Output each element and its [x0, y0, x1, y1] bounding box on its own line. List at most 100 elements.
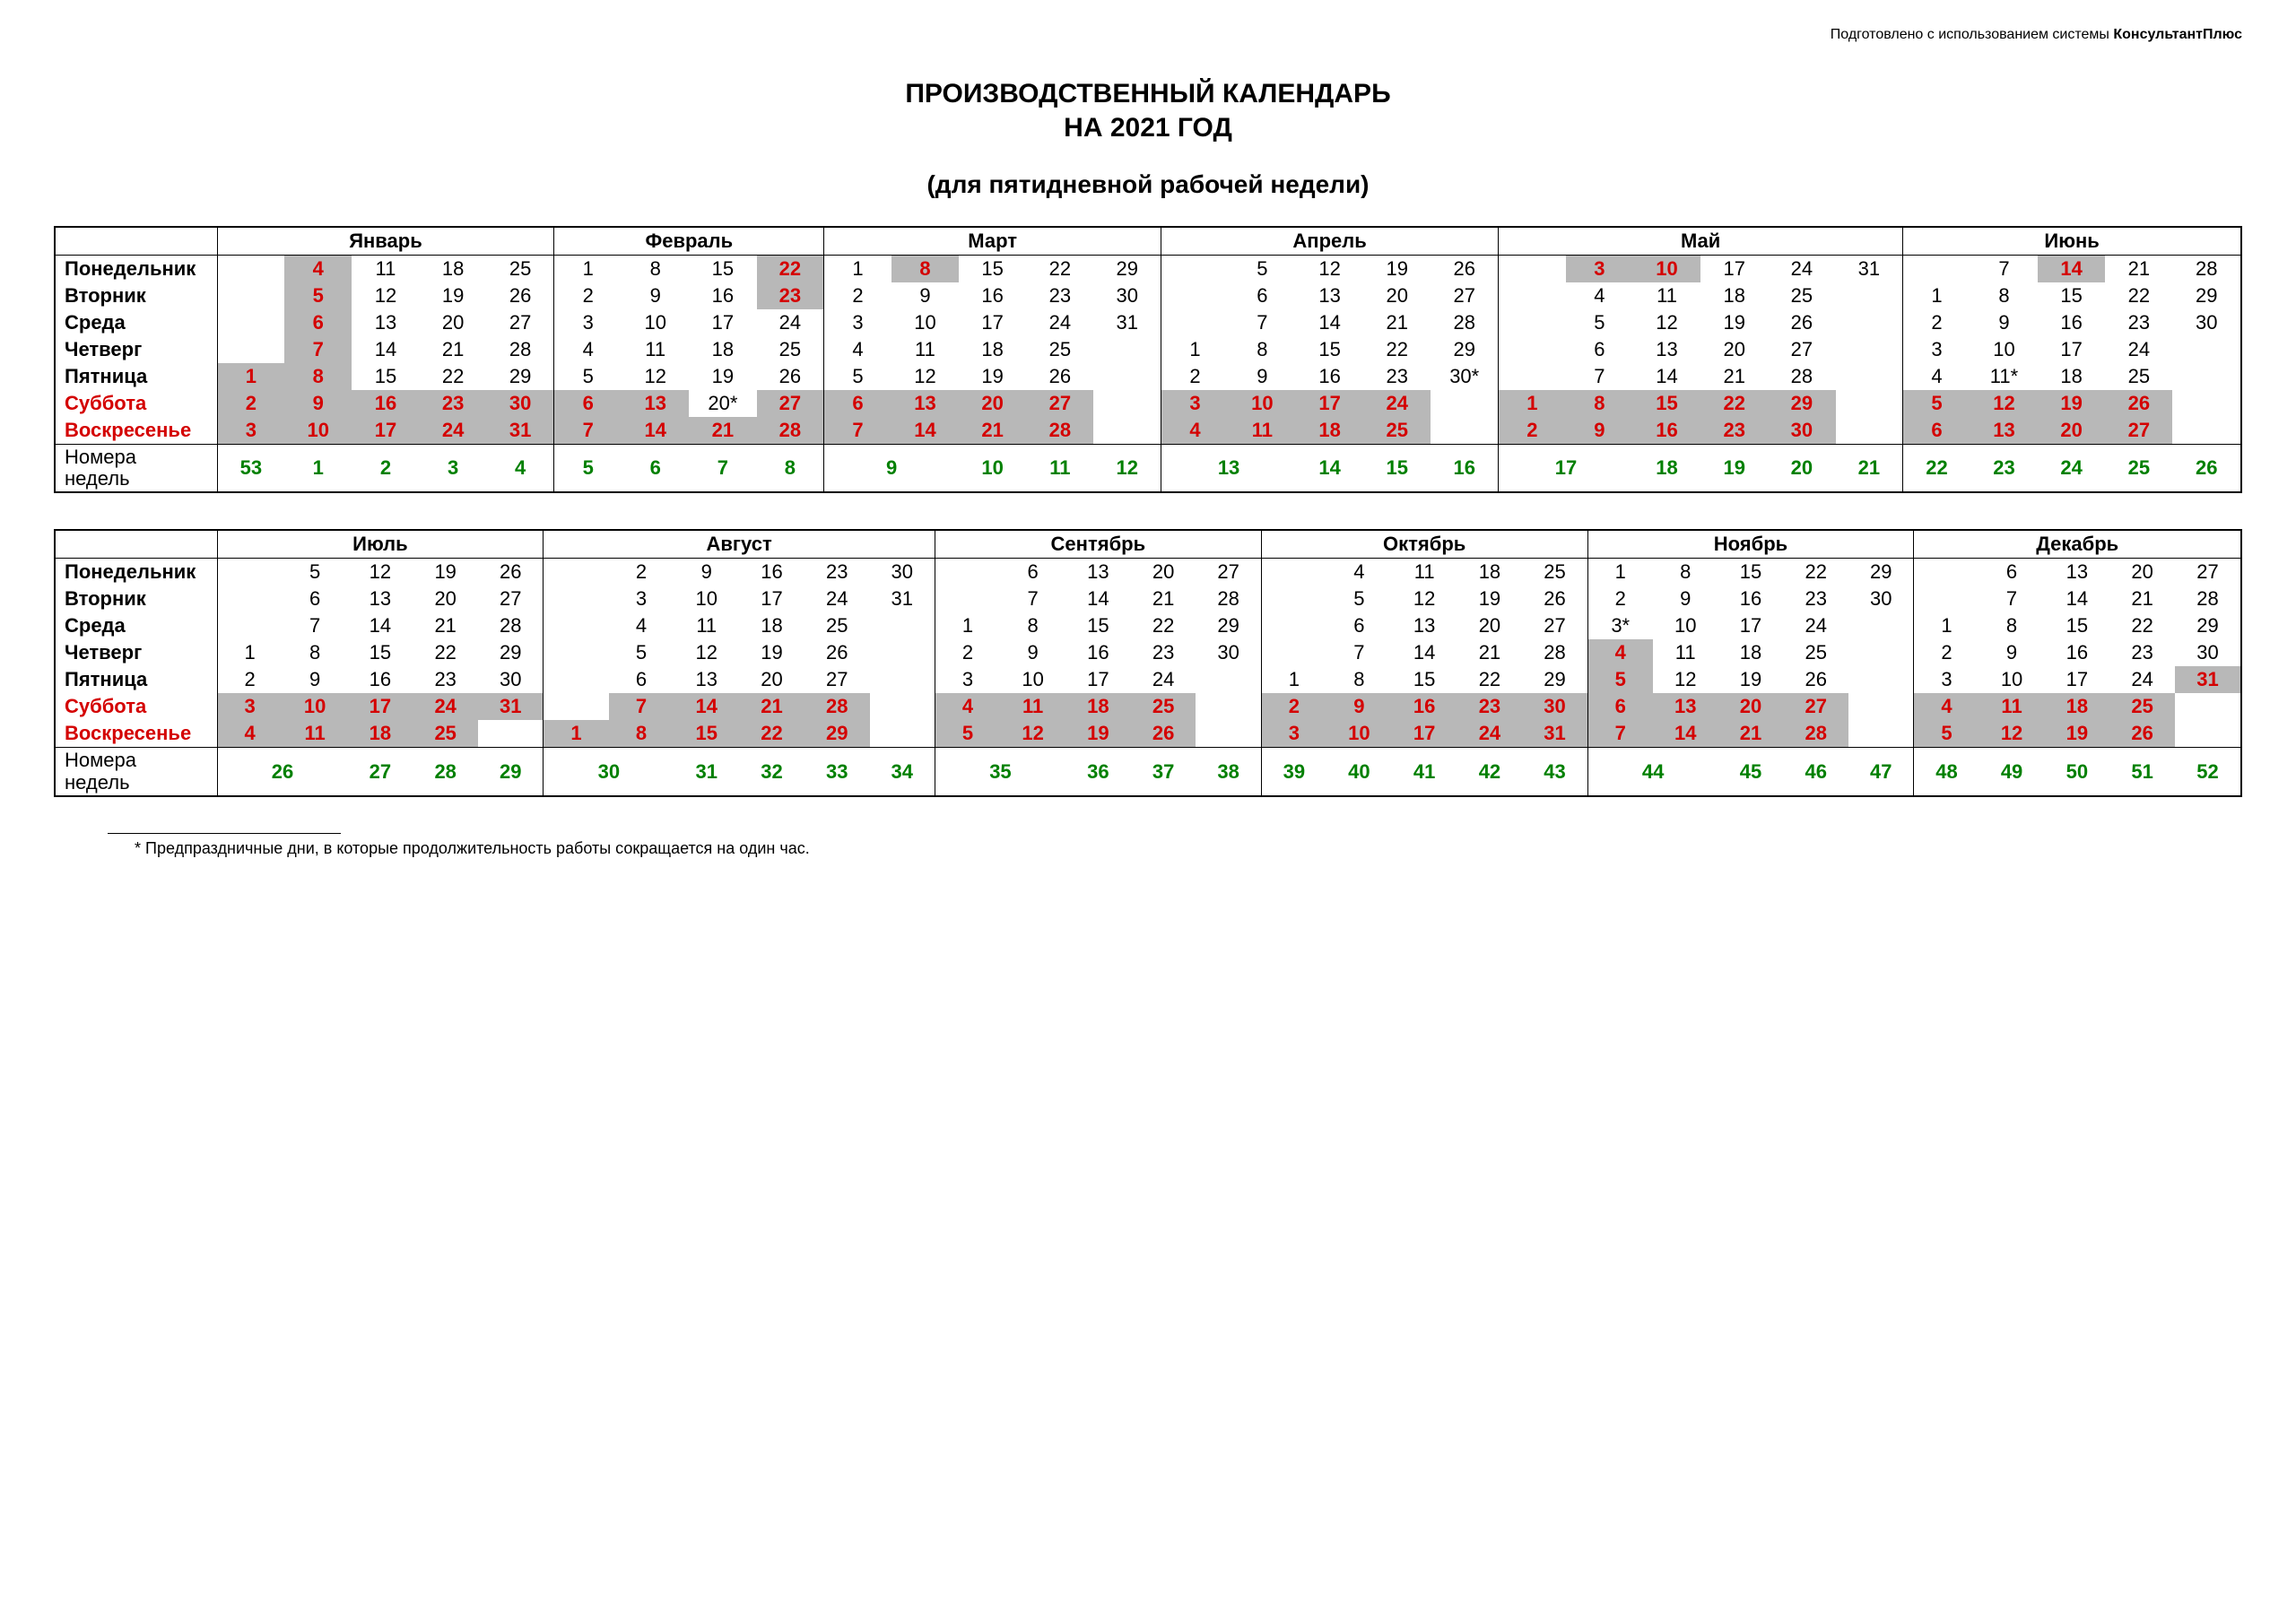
calendar-day-cell: 3	[1566, 256, 1633, 283]
calendar-day-cell: 18	[2038, 363, 2105, 390]
weeknum-cell: 48	[1914, 748, 1979, 795]
calendar-day-cell: 18	[2044, 693, 2109, 720]
calendar-day-cell: 6	[284, 309, 352, 336]
calendar-day-cell: 21	[1131, 585, 1196, 612]
calendar-day-cell: 12	[1979, 720, 2045, 748]
calendar-day-cell: 2	[217, 666, 283, 693]
calendar-day-cell: 12	[1392, 585, 1457, 612]
calendar-day-cell	[1836, 282, 1903, 309]
calendar-day-cell: 21	[1363, 309, 1431, 336]
calendar-day-cell: 24	[1783, 612, 1848, 639]
calendar-day-cell: 12	[352, 282, 419, 309]
calendar-day-cell	[1161, 256, 1229, 283]
calendar-day-cell: 25	[1026, 336, 1093, 363]
calendar-day-cell: 16	[348, 666, 413, 693]
calendar-day-cell: 1	[1261, 666, 1326, 693]
weeknum-cell: 35	[935, 748, 1065, 795]
calendar-day-cell: 2	[217, 390, 284, 417]
calendar-day-cell: 25	[1131, 693, 1196, 720]
calendar-day-cell: 1	[1914, 612, 1979, 639]
calendar-day-cell: 16	[739, 559, 804, 586]
calendar-day-cell: 5	[554, 363, 622, 390]
calendar-day-cell	[1196, 666, 1261, 693]
calendar-day-cell: 7	[1587, 720, 1653, 748]
weeknum-cell: 24	[2038, 445, 2105, 492]
calendar-day-cell	[1499, 282, 1566, 309]
calendar-day-cell: 25	[804, 612, 870, 639]
calendar-day-cell: 20	[2109, 559, 2175, 586]
calendar-day-cell: 14	[622, 417, 689, 445]
weeknum-cell: 37	[1131, 748, 1196, 795]
calendar-day-cell	[1499, 309, 1566, 336]
calendar-day-cell: 8	[1979, 612, 2045, 639]
calendar-day-cell: 18	[348, 720, 413, 748]
weeknum-cell: 10	[959, 445, 1026, 492]
calendar-day-cell: 28	[1522, 639, 1587, 666]
calendar-day-cell	[1093, 336, 1161, 363]
weeknum-cell: 23	[1970, 445, 2038, 492]
weeknum-cell: 29	[478, 748, 544, 795]
day-label: Пятница	[56, 666, 217, 693]
calendar-day-cell: 6	[1326, 612, 1392, 639]
calendar-day-cell: 10	[674, 585, 739, 612]
calendar-day-cell: 5	[1229, 256, 1296, 283]
calendar-day-cell: 28	[487, 336, 554, 363]
calendar-day-cell: 12	[1000, 720, 1065, 748]
calendar-day-cell: 18	[420, 256, 487, 283]
month-header: Декабрь	[1914, 531, 2240, 559]
calendar-day-cell: 18	[1457, 559, 1523, 586]
subtitle: (для пятидневной рабочей недели)	[54, 170, 2242, 199]
weeknum-cell: 26	[2172, 445, 2240, 492]
weeknum-cell: 12	[1093, 445, 1161, 492]
calendar-day-cell	[870, 693, 935, 720]
calendar-day-cell: 16	[1718, 585, 1784, 612]
calendar-day-cell: 19	[420, 282, 487, 309]
weeknum-cell: 20	[1768, 445, 1835, 492]
calendar-day-cell	[217, 282, 284, 309]
month-header: Апрель	[1161, 228, 1499, 256]
day-label: Вторник	[56, 282, 217, 309]
calendar-day-cell	[544, 612, 609, 639]
calendar-day-cell: 13	[1296, 282, 1363, 309]
month-header: Август	[544, 531, 935, 559]
calendar-day-cell: 27	[1768, 336, 1835, 363]
calendar-day-cell: 30	[2175, 639, 2240, 666]
weeknum-cell: 26	[217, 748, 348, 795]
calendar-day-cell: 27	[2175, 559, 2240, 586]
calendar-day-cell: 15	[1296, 336, 1363, 363]
calendar-day-cell: 6	[824, 390, 891, 417]
calendar-day-cell: 1	[544, 720, 609, 748]
calendar-day-cell: 8	[1566, 390, 1633, 417]
calendar-day-cell: 23	[1363, 363, 1431, 390]
calendar-day-cell: 1	[1587, 559, 1653, 586]
calendar-day-cell: 28	[1783, 720, 1848, 748]
calendar-day-cell: 6	[1587, 693, 1653, 720]
weeknum-label: Номеранедель	[56, 748, 217, 795]
weeknum-cell: 2	[352, 445, 419, 492]
calendar-day-cell: 7	[824, 417, 891, 445]
weeknum-cell: 34	[870, 748, 935, 795]
month-header: Июнь	[1903, 228, 2240, 256]
calendar-day-cell: 11	[1229, 417, 1296, 445]
day-label: Воскресенье	[56, 720, 217, 748]
calendar-day-cell	[1431, 390, 1498, 417]
calendar-day-cell: 9	[891, 282, 959, 309]
calendar-day-cell: 24	[757, 309, 824, 336]
calendar-day-cell: 11	[1000, 693, 1065, 720]
calendar-day-cell: 4	[1587, 639, 1653, 666]
calendar-day-cell: 18	[739, 612, 804, 639]
calendar-day-cell	[1836, 309, 1903, 336]
calendar-day-cell: 13	[352, 309, 419, 336]
calendar-day-cell: 3	[1903, 336, 1970, 363]
calendar-day-cell: 30	[1093, 282, 1161, 309]
weeknum-cell: 16	[1431, 445, 1498, 492]
calendar-day-cell	[478, 720, 544, 748]
calendar-day-cell: 17	[1296, 390, 1363, 417]
calendar-day-cell: 3	[935, 666, 1000, 693]
calendar-day-cell: 8	[284, 363, 352, 390]
weeknum-cell: 22	[1903, 445, 1970, 492]
calendar-day-cell: 2	[609, 559, 674, 586]
calendar-day-cell	[217, 256, 284, 283]
calendar-day-cell: 20	[413, 585, 478, 612]
calendar-day-cell: 12	[348, 559, 413, 586]
